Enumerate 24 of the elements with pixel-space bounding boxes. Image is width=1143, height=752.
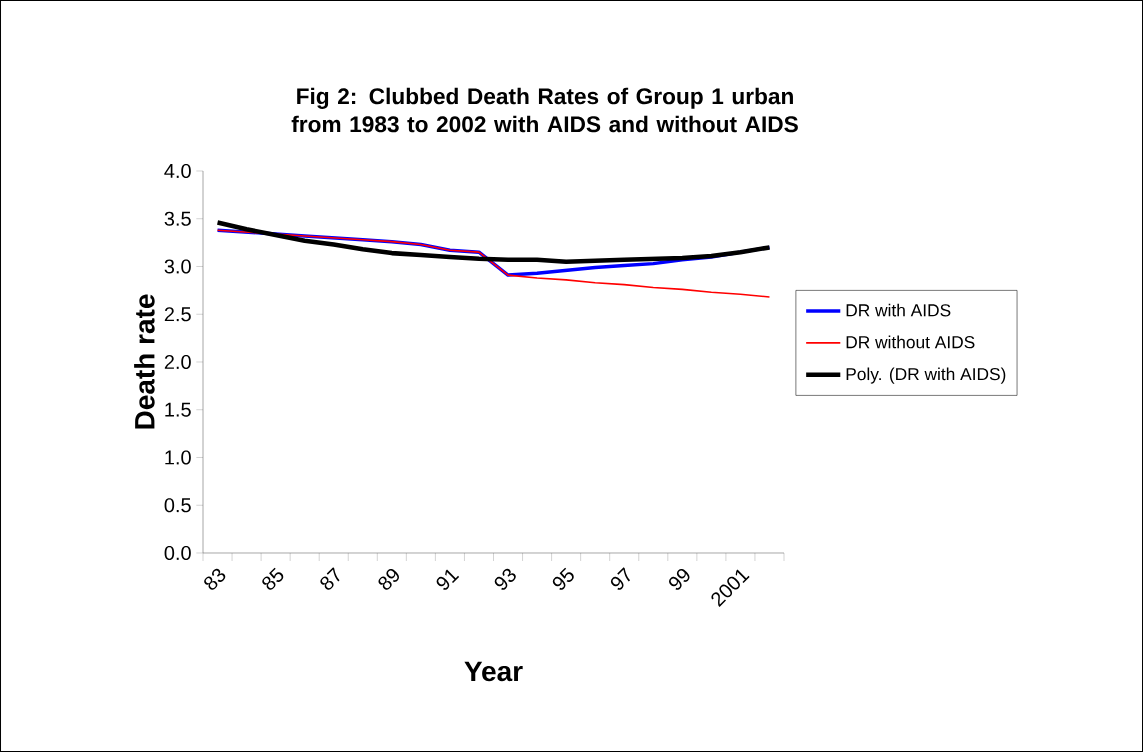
x-tick-label: 85	[262, 567, 284, 590]
legend-label: Poly. (DR with AIDS)	[846, 367, 1006, 384]
x-tick-label: 87	[320, 567, 340, 590]
y-tick-label: 3.5	[164, 211, 191, 226]
y-tick-label: 2.5	[164, 307, 191, 322]
y-tick-label: 2.0	[164, 354, 191, 370]
x-tick-label: 99	[669, 568, 690, 590]
y-tick-label: 1.5	[165, 402, 191, 417]
x-axis-title: Year	[464, 661, 523, 682]
y-axis-title: Death rate	[134, 294, 155, 429]
y-tick-label: 1.0	[165, 450, 191, 465]
y-tick-label: 3.0	[164, 259, 191, 274]
x-tick-label: 89	[378, 568, 399, 590]
x-tick-label: 97	[610, 567, 631, 590]
x-tick-label: 83	[204, 568, 226, 590]
x-tick-label: 95	[552, 567, 574, 590]
x-tick-label: 93	[494, 568, 516, 590]
legend-label: DR with AIDS	[846, 303, 951, 317]
legend-label: DR without AIDS	[846, 335, 975, 349]
chart-title: Fig 2: Clubbed Death Rates of Group 1 urban from 1983 to 2002 with AIDS and without AIDS	[291, 87, 798, 133]
y-tick-label: 0.5	[164, 498, 191, 513]
x-tick-label: 91	[436, 569, 460, 590]
y-tick-label: 0.0	[164, 545, 191, 561]
y-tick-label: 4.0	[164, 163, 191, 179]
